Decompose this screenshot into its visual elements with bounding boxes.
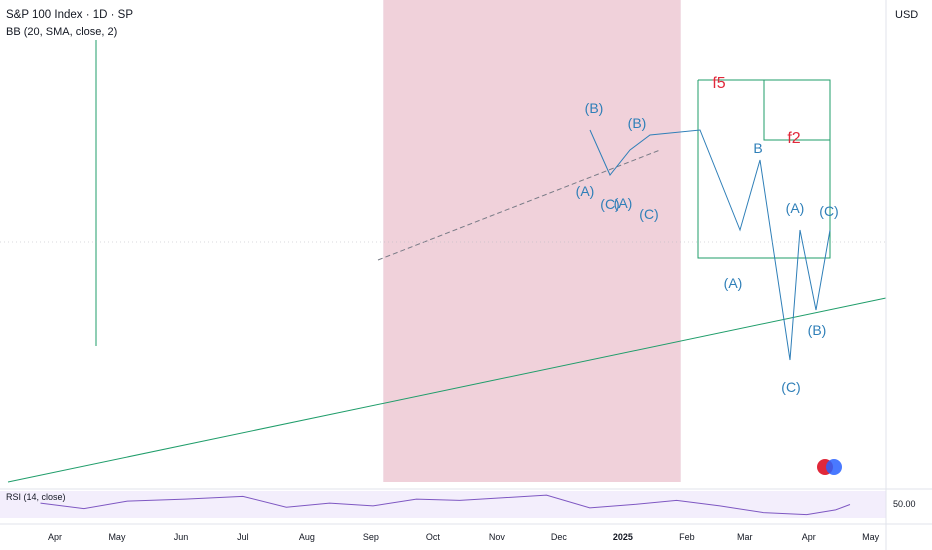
wave-label: (B) [628, 115, 647, 131]
x-tick-label: Dec [551, 532, 568, 542]
wave-label: (B) [585, 100, 604, 116]
wave-label: (C) [600, 196, 619, 212]
wave-label-red: f5 [712, 75, 725, 92]
x-tick-label: Aug [299, 532, 315, 542]
bollinger-indicator-label[interactable]: BB (20, SMA, close, 2) [6, 26, 118, 38]
wave-label: (A) [724, 275, 743, 291]
rsi-tick: 50.00 [893, 499, 916, 509]
flag-icon [826, 459, 842, 475]
dashed-trendline [377, 149, 661, 261]
x-tick-label: Apr [802, 532, 816, 542]
x-tick-label: Jun [174, 532, 189, 542]
wave-label: (B) [808, 322, 827, 338]
long-trendline [7, 297, 887, 483]
rsi-pane: RSI (14, close) 50.00 [0, 488, 932, 518]
symbol-title: S&P 100 Index · 1D · SP [6, 9, 133, 21]
wave-label: (A) [786, 200, 805, 216]
f5-box [697, 79, 831, 259]
x-tick-label: Mar [737, 532, 753, 542]
x-tick-label: May [862, 532, 880, 542]
wave-label: (C) [819, 203, 838, 219]
x-tick-label: Nov [489, 532, 506, 542]
x-tick-label: Jul [237, 532, 249, 542]
rsi-label: RSI (14, close) [6, 492, 66, 502]
x-tick-label: Sep [363, 532, 379, 542]
fib-extension-zone [383, 0, 681, 482]
x-tick-label: May [108, 532, 126, 542]
wave-label: (C) [781, 379, 800, 395]
x-tick-label: 2025 [613, 532, 633, 542]
wave-label-red: f2 [787, 130, 800, 147]
wave-label: (A) [614, 195, 633, 211]
wave-label: (A) [576, 183, 595, 199]
rsi-line [40, 494, 851, 516]
wave-label: B [753, 140, 762, 156]
rsi-band [0, 491, 886, 518]
wave-label: (C) [639, 206, 658, 222]
x-tick-label: Apr [48, 532, 62, 542]
x-tick-label: Feb [679, 532, 695, 542]
x-tick-label: Oct [426, 532, 441, 542]
f2-box [763, 80, 830, 141]
fibonacci-zones [383, 0, 681, 482]
wave-path [589, 129, 831, 361]
currency-label[interactable]: USD [895, 9, 919, 21]
